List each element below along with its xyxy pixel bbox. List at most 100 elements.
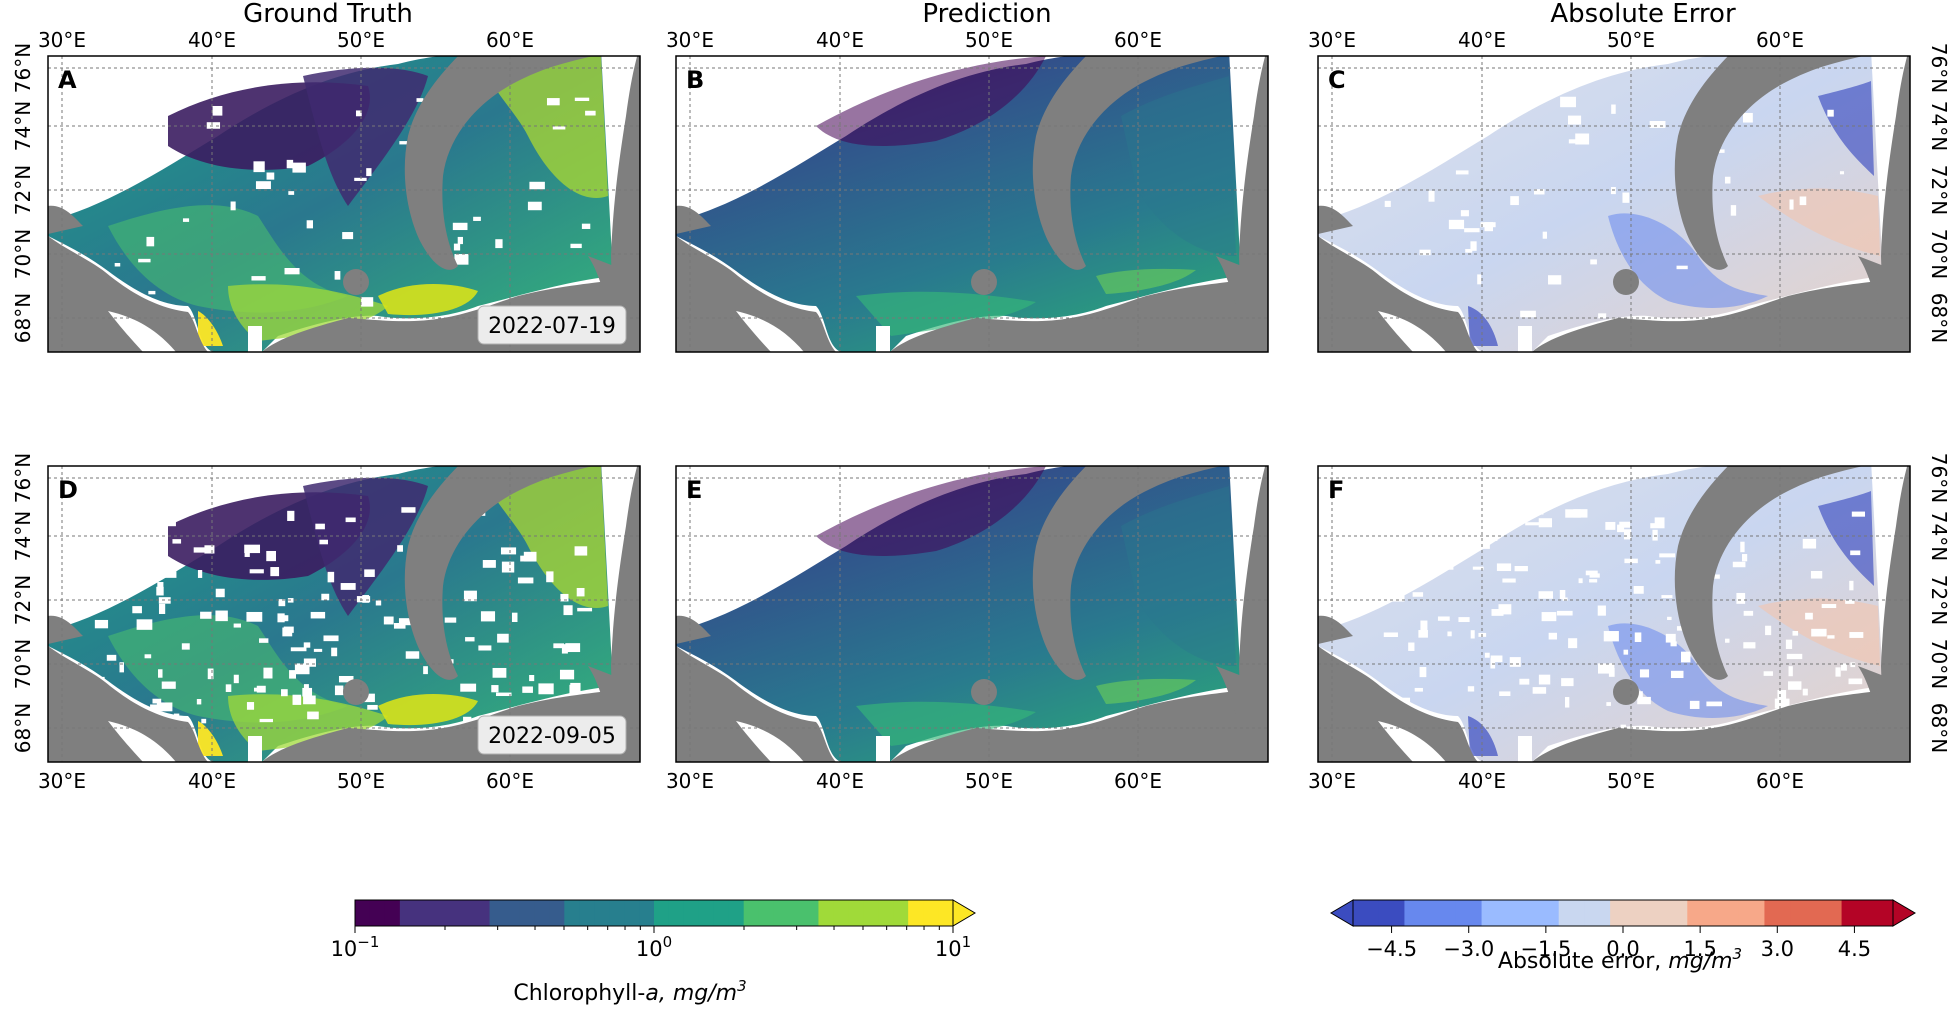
missing-data-cell xyxy=(1532,687,1547,694)
missing-data-cell xyxy=(1670,641,1677,647)
missing-data-cell xyxy=(1448,219,1465,230)
missing-data-cell xyxy=(577,607,593,612)
colorbar-swatch xyxy=(579,900,595,926)
missing-data-cell xyxy=(1419,667,1427,678)
missing-data-cell xyxy=(1850,662,1856,668)
missing-data-cell xyxy=(356,596,371,603)
missing-data-cell xyxy=(321,593,330,601)
missing-data-cell xyxy=(569,684,577,695)
missing-data-cell xyxy=(1510,196,1519,206)
missing-data-cell xyxy=(1578,578,1583,584)
field-patch xyxy=(303,477,428,616)
missing-data-cell xyxy=(1502,578,1516,583)
panel-c: C 30°E 40°E 50°E 60°E 68°N 70°N 72°N 74°N 76°N xyxy=(1308,28,1949,353)
missing-data-cell xyxy=(251,276,266,281)
colorbar-swatch xyxy=(1713,900,1740,926)
bottom-longitude-tick: 50°E xyxy=(965,769,1013,793)
colorbar-tick-label: 3.0 xyxy=(1761,937,1794,961)
missing-data-cell xyxy=(1725,638,1730,643)
panel-letter: A xyxy=(58,66,77,94)
colorbar-extend-arrow-right xyxy=(1892,899,1916,927)
panel-e: E 30°E 40°E 50°E 60°E xyxy=(666,465,1269,793)
land-mass xyxy=(1881,56,1910,352)
colorbar-swatch xyxy=(1353,900,1380,926)
field-patch xyxy=(1121,76,1236,256)
missing-data-cell xyxy=(1802,538,1817,549)
missing-data-cell xyxy=(182,218,190,222)
missing-data-cell xyxy=(1609,663,1615,670)
field-patch xyxy=(488,56,608,198)
error-colorbar: −4.5 −3.0 −1.5 0.0 1.5 3.0 4.5 xyxy=(1330,899,1916,961)
missing-data-cell xyxy=(500,547,517,555)
land-mass xyxy=(971,679,997,705)
missing-data-cell xyxy=(495,239,503,249)
missing-data-cell xyxy=(1470,511,1486,517)
missing-data-cell xyxy=(215,588,225,598)
missing-data-cell xyxy=(1610,187,1616,195)
panel-a: A 2022-07-19 30°E 40°E 50°E 60°E 68°N 70°N 72°N 7… xyxy=(11,28,641,353)
lake xyxy=(736,311,804,352)
missing-data-cell xyxy=(1736,592,1746,604)
missing-data-cell xyxy=(375,600,382,606)
missing-data-cell xyxy=(266,550,276,562)
missing-data-cell xyxy=(1743,112,1753,123)
missing-data-cell xyxy=(1445,527,1462,539)
missing-data-cell xyxy=(278,599,286,607)
panel-d: D 2022-09-05 30°E 40°E 50°E 60°E 68°N 70°N 72°N 7… xyxy=(11,453,641,793)
field-patch xyxy=(198,721,223,756)
missing-data-cell xyxy=(1417,157,1433,165)
missing-data-cell xyxy=(106,654,117,661)
left-latitude-tick: 70°N xyxy=(11,639,35,689)
land-mass xyxy=(48,615,83,644)
missing-data-cell xyxy=(1676,265,1688,270)
missing-data-cell xyxy=(281,689,288,697)
left-latitude-tick: 68°N xyxy=(11,703,35,753)
colorbar-swatch xyxy=(713,900,730,926)
missing-data-cell xyxy=(1619,521,1631,528)
missing-data-cell xyxy=(1481,539,1490,549)
missing-data-cell xyxy=(334,685,344,696)
bottom-longitude-tick: 30°E xyxy=(38,769,86,793)
right-latitude-tick: 72°N xyxy=(1927,575,1949,625)
colorbar-tick-label: −3.0 xyxy=(1443,937,1494,961)
colorbar-swatch xyxy=(803,900,820,926)
missing-data-cell xyxy=(1439,564,1454,570)
missing-data-cell xyxy=(1520,310,1536,318)
missing-data-cell xyxy=(286,159,294,169)
colorbar-swatch xyxy=(893,900,909,926)
missing-data-cell xyxy=(1841,663,1847,671)
missing-data-cell xyxy=(1835,667,1841,677)
missing-data-cell xyxy=(287,510,295,521)
missing-data-cell xyxy=(1498,604,1512,615)
missing-data-cell xyxy=(136,619,153,630)
missing-data-cell xyxy=(1519,678,1530,685)
missing-data-cell xyxy=(453,243,461,251)
bottom-longitude-tick: 50°E xyxy=(337,769,385,793)
missing-data-cell xyxy=(563,605,573,616)
colorbar-swatch xyxy=(818,900,835,926)
colorbar-tick-label: −4.5 xyxy=(1366,937,1417,961)
colorbar-swatch xyxy=(429,900,446,926)
land-mass xyxy=(48,646,208,762)
missing-data-cell xyxy=(1414,687,1423,692)
missing-data-cell xyxy=(1567,115,1582,125)
colorbar-swatch xyxy=(1610,900,1637,926)
field-patch xyxy=(1468,306,1498,346)
left-latitude-tick: 76°N xyxy=(11,43,35,93)
date-box xyxy=(477,715,627,755)
missing-data-cell xyxy=(1427,103,1436,113)
missing-data-cell xyxy=(292,162,306,173)
missing-data-cell xyxy=(362,693,375,703)
colorbar-tick-label: 100 xyxy=(636,933,672,961)
field-patch xyxy=(1121,486,1236,666)
missing-data-cell xyxy=(303,658,316,667)
missing-data-cell xyxy=(1565,509,1581,518)
left-latitude-tick: 68°N xyxy=(11,293,35,343)
land-mass xyxy=(676,615,711,644)
missing-data-cell xyxy=(331,647,338,657)
missing-data-cell xyxy=(94,619,109,629)
missing-data-cell xyxy=(270,567,280,577)
missing-data-cell xyxy=(457,236,463,245)
missing-data-cell xyxy=(1608,667,1615,677)
